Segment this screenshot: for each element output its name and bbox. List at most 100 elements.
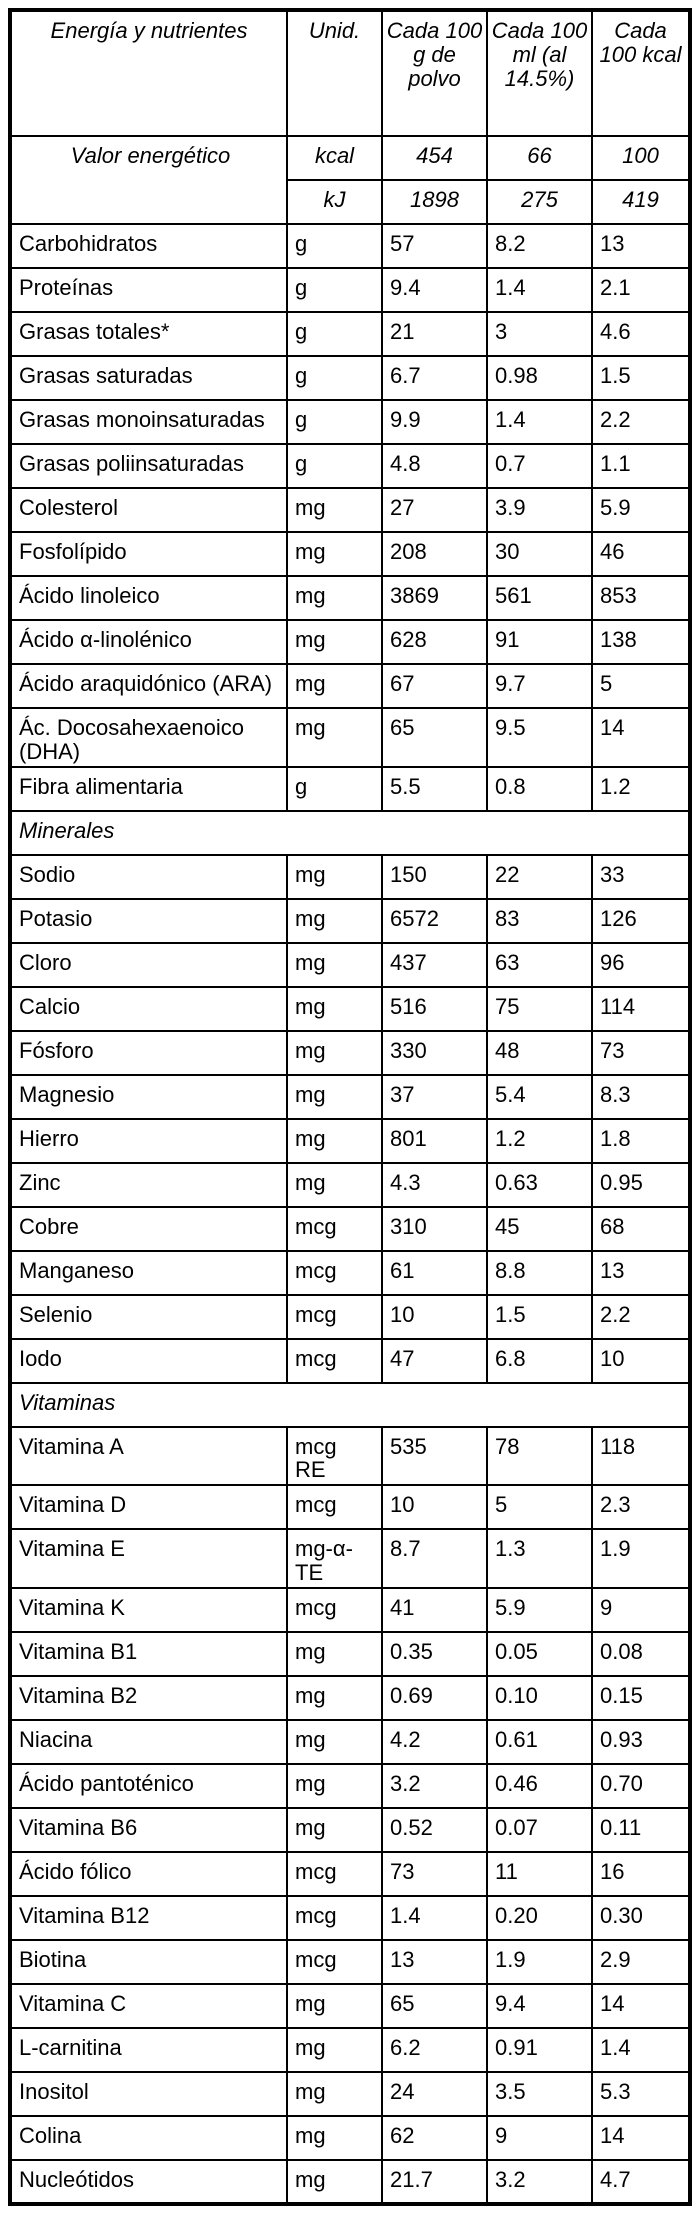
cell-per-100kcal: 2.2: [591, 1293, 691, 1340]
cell-unit: mg: [286, 1117, 383, 1164]
energy-row-kcal: Valor energético kcal 454 66 100: [9, 135, 691, 225]
cell-per-100kcal: 0.08: [591, 1630, 691, 1677]
cell-label: Inositol: [9, 2070, 288, 2117]
cell-per-100ml: 66: [486, 135, 593, 181]
cell-label: Grasas totales*: [9, 311, 288, 357]
cell-unit: mcg: [286, 1293, 383, 1340]
cell-per-100g: 73: [381, 1850, 488, 1897]
cell-unit: g: [286, 765, 383, 812]
cell-per-100kcal: 114: [591, 985, 691, 1032]
cell-per-100ml: 48: [486, 1029, 593, 1076]
cell-label: Grasas saturadas: [9, 355, 288, 401]
cell-per-100ml: 275: [486, 179, 593, 225]
cell-per-100kcal: 118: [591, 1425, 691, 1486]
cell-unit: mg: [286, 2070, 383, 2117]
cell-per-100kcal: 4.7: [591, 2158, 691, 2205]
cell-per-100g: 41: [381, 1586, 488, 1633]
cell-label: Ácido fólico: [9, 1850, 288, 1897]
cell-per-100ml: 0.20: [486, 1894, 593, 1941]
cell-unit: mg: [286, 1762, 383, 1809]
cell-per-100ml: 1.5: [486, 1293, 593, 1340]
cell-per-100g: 21: [381, 311, 488, 357]
nutrition-table: Energía y nutrientes Unid. Cada 100 g de…: [8, 8, 692, 2206]
cell-per-100g: 437: [381, 941, 488, 988]
cell-unit: mcg: [286, 1850, 383, 1897]
cell-per-100g: 9.9: [381, 399, 488, 445]
cell-per-100ml: 83: [486, 897, 593, 944]
cell-label: Niacina: [9, 1718, 288, 1765]
cell-per-100g: 65: [381, 1982, 488, 2029]
cell-label: Vitamina B2: [9, 1674, 288, 1721]
cell-per-100g: 13: [381, 1938, 488, 1985]
nutrient-row: Vitamina B1 mg 0.35 0.05 0.08: [9, 1630, 691, 1677]
cell-label: Sodio: [9, 853, 288, 900]
cell-per-100g: 8.7: [381, 1528, 488, 1589]
cell-label: Cloro: [9, 941, 288, 988]
cell-unit: kcal: [286, 135, 383, 181]
cell-per-100kcal: 9: [591, 1586, 691, 1633]
cell-per-100ml: 0.8: [486, 765, 593, 812]
cell-label: Grasas poliinsaturadas: [9, 443, 288, 489]
cell-per-100ml: 6.8: [486, 1337, 593, 1384]
cell-per-100kcal: 14: [591, 2114, 691, 2161]
nutrient-row: Ácido araquidónico (ARA) mg 67 9.7 5: [9, 663, 691, 709]
cell-unit: mcg: [286, 1205, 383, 1252]
cell-per-100kcal: 1.2: [591, 765, 691, 812]
cell-per-100g: 310: [381, 1205, 488, 1252]
cell-per-100ml: 5.4: [486, 1073, 593, 1120]
nutrient-row: Niacina mg 4.2 0.61 0.93: [9, 1718, 691, 1765]
cell-per-100kcal: 0.11: [591, 1806, 691, 1853]
cell-per-100kcal: 2.2: [591, 399, 691, 445]
cell-per-100ml: 0.07: [486, 1806, 593, 1853]
section-label: Minerales: [9, 809, 691, 856]
nutrient-row: Nucleótidos mg 21.7 3.2 4.7: [9, 2158, 691, 2205]
nutrient-row: Iodo mcg 47 6.8 10: [9, 1337, 691, 1384]
cell-per-100g: 5.5: [381, 765, 488, 812]
cell-per-100kcal: 16: [591, 1850, 691, 1897]
cell-per-100kcal: 1.5: [591, 355, 691, 401]
cell-per-100g: 61: [381, 1249, 488, 1296]
cell-per-100ml: 0.61: [486, 1718, 593, 1765]
cell-unit: mg: [286, 1029, 383, 1076]
cell-unit: mcg: [286, 1586, 383, 1633]
cell-per-100ml: 5: [486, 1484, 593, 1530]
cell-per-100g: 21.7: [381, 2158, 488, 2205]
cell-unit: mg: [286, 619, 383, 665]
cell-per-100kcal: 0.15: [591, 1674, 691, 1721]
nutrient-row: Proteínas g 9.4 1.4 2.1: [9, 267, 691, 313]
cell-per-100ml: 91: [486, 619, 593, 665]
cell-per-100kcal: 8.3: [591, 1073, 691, 1120]
cell-label: Carbohidratos: [9, 223, 288, 269]
cell-unit: mg: [286, 941, 383, 988]
cell-per-100kcal: 0.95: [591, 1161, 691, 1208]
cell-unit: mg: [286, 985, 383, 1032]
nutrient-row: Cloro mg 437 63 96: [9, 941, 691, 988]
cell-label: Proteínas: [9, 267, 288, 313]
cell-per-100ml: 8.8: [486, 1249, 593, 1296]
cell-per-100kcal: 1.9: [591, 1528, 691, 1589]
cell-per-100ml: 5.9: [486, 1586, 593, 1633]
nutrient-row: Vitamina B6 mg 0.52 0.07 0.11: [9, 1806, 691, 1853]
cell-per-100ml: 561: [486, 575, 593, 621]
nutrient-row: Grasas saturadas g 6.7 0.98 1.5: [9, 355, 691, 401]
cell-label: Magnesio: [9, 1073, 288, 1120]
cell-label: Vitamina E: [9, 1528, 288, 1589]
cell-per-100g: 37: [381, 1073, 488, 1120]
cell-per-100kcal: 2.9: [591, 1938, 691, 1985]
cell-per-100kcal: 138: [591, 619, 691, 665]
cell-per-100ml: 9: [486, 2114, 593, 2161]
cell-label: Calcio: [9, 985, 288, 1032]
nutrient-row: Grasas totales* g 21 3 4.6: [9, 311, 691, 357]
cell-per-100g: 10: [381, 1484, 488, 1530]
cell-per-100g: 4.3: [381, 1161, 488, 1208]
cell-per-100g: 330: [381, 1029, 488, 1076]
cell-per-100g: 1.4: [381, 1894, 488, 1941]
cell-per-100ml: 45: [486, 1205, 593, 1252]
cell-unit: g: [286, 399, 383, 445]
cell-label: Vitamina B1: [9, 1630, 288, 1677]
cell-per-100kcal: 13: [591, 223, 691, 269]
cell-per-100kcal: 96: [591, 941, 691, 988]
cell-per-100kcal: 126: [591, 897, 691, 944]
